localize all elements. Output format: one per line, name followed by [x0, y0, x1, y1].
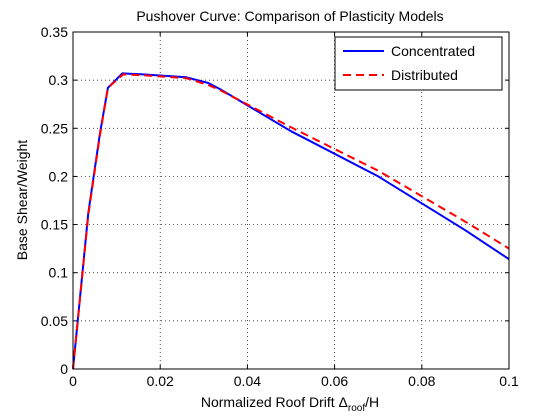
- legend-label-distributed: Distributed: [391, 67, 458, 83]
- y-tick-label: 0.25: [41, 120, 68, 136]
- y-tick-label: 0.15: [41, 217, 68, 233]
- legend-box: [334, 36, 503, 91]
- x-tick-label: 0.04: [234, 373, 261, 389]
- x-axis-label-prefix: Normalized Roof Drift Δ: [201, 394, 348, 410]
- series-line-distributed: [72, 73, 510, 370]
- axis-ticks: 0 0.02 0.04 0.06 0.08 0.1 0 0.05 0.1 0.15 0.2 0.25 0…: [41, 24, 519, 389]
- x-axis-label: Normalized Roof Drift Δroof/H: [201, 394, 379, 414]
- y-tick-label: 0: [60, 361, 68, 377]
- legend: Concentrated Distributed: [334, 36, 503, 91]
- plot-frame: [72, 31, 510, 370]
- legend-label-concentrated: Concentrated: [391, 43, 475, 59]
- y-axis-label: Base Shear/Weight: [14, 140, 30, 260]
- x-tick-label: 0.08: [408, 373, 435, 389]
- y-tick-label: 0.1: [49, 265, 69, 281]
- y-tick-label: 0.05: [41, 313, 68, 329]
- series-lines: [72, 72, 510, 370]
- x-axis-label-suffix: /H: [365, 394, 379, 410]
- x-axis-label-subscript: roof: [348, 403, 365, 414]
- grid-lines: [73, 32, 509, 369]
- y-tick-label: 0.3: [49, 72, 69, 88]
- x-tick-label: 0.02: [147, 373, 174, 389]
- x-tick-label: 0.1: [499, 373, 519, 389]
- chart-title: Pushover Curve: Comparison of Plasticity…: [136, 8, 443, 24]
- x-tick-label: 0: [69, 373, 77, 389]
- y-tick-label: 0.35: [41, 24, 68, 40]
- y-tick-label: 0.2: [49, 168, 69, 184]
- x-tick-label: 0.06: [321, 373, 348, 389]
